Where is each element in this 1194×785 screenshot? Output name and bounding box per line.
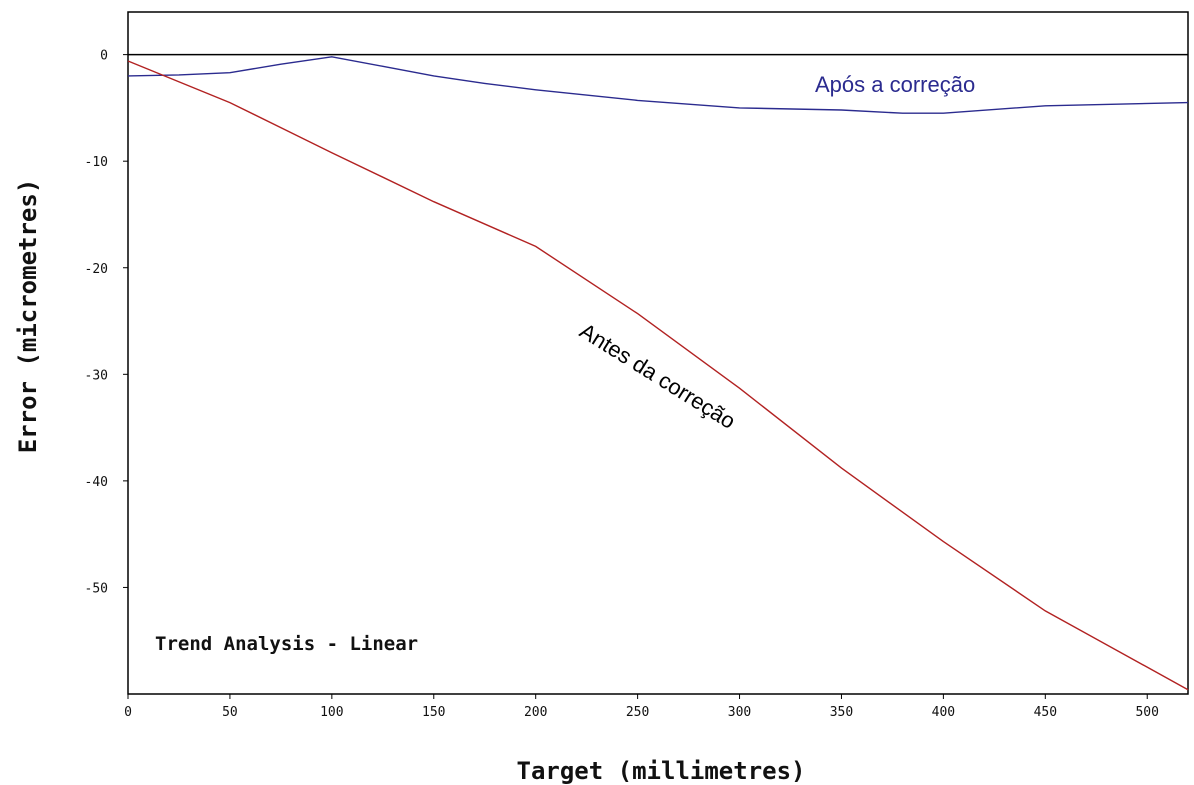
x-tick-label: 400 — [932, 705, 955, 720]
x-tick-label: 200 — [524, 705, 547, 720]
x-axis-ticks: 0 50 100 150 200 250 300 350 400 450 500 — [124, 694, 1159, 720]
y-tick-label: -20 — [85, 262, 108, 277]
x-tick-label: 500 — [1135, 705, 1158, 720]
series-line-after-correction — [127, 56, 1189, 114]
y-tick-label: 0 — [100, 49, 108, 64]
y-tick-label: -10 — [85, 155, 108, 170]
y-tick-label: -50 — [85, 581, 108, 596]
y-axis-ticks: 0 -10 -20 -30 -40 -50 — [85, 49, 128, 596]
x-tick-label: 250 — [626, 705, 649, 720]
x-tick-label: 100 — [320, 705, 343, 720]
x-axis-title: Target (millimetres) — [517, 757, 806, 785]
x-tick-label: 300 — [728, 705, 751, 720]
series-layer — [127, 56, 1189, 691]
y-axis-title: Error (micrometres) — [14, 179, 42, 454]
x-tick-label: 350 — [830, 705, 853, 720]
x-tick-label: 50 — [222, 705, 238, 720]
plot-frame — [127, 11, 1189, 695]
x-tick-label: 150 — [422, 705, 445, 720]
chart-title: Trend Analysis - Linear — [155, 633, 418, 655]
x-tick-label: 450 — [1034, 705, 1057, 720]
x-tick-label: 0 — [124, 705, 132, 720]
y-tick-label: -40 — [85, 475, 108, 490]
series-line-before-correction — [127, 60, 1189, 691]
y-tick-label: -30 — [85, 368, 108, 383]
annotation-after-correction: Após a correção — [815, 72, 975, 97]
